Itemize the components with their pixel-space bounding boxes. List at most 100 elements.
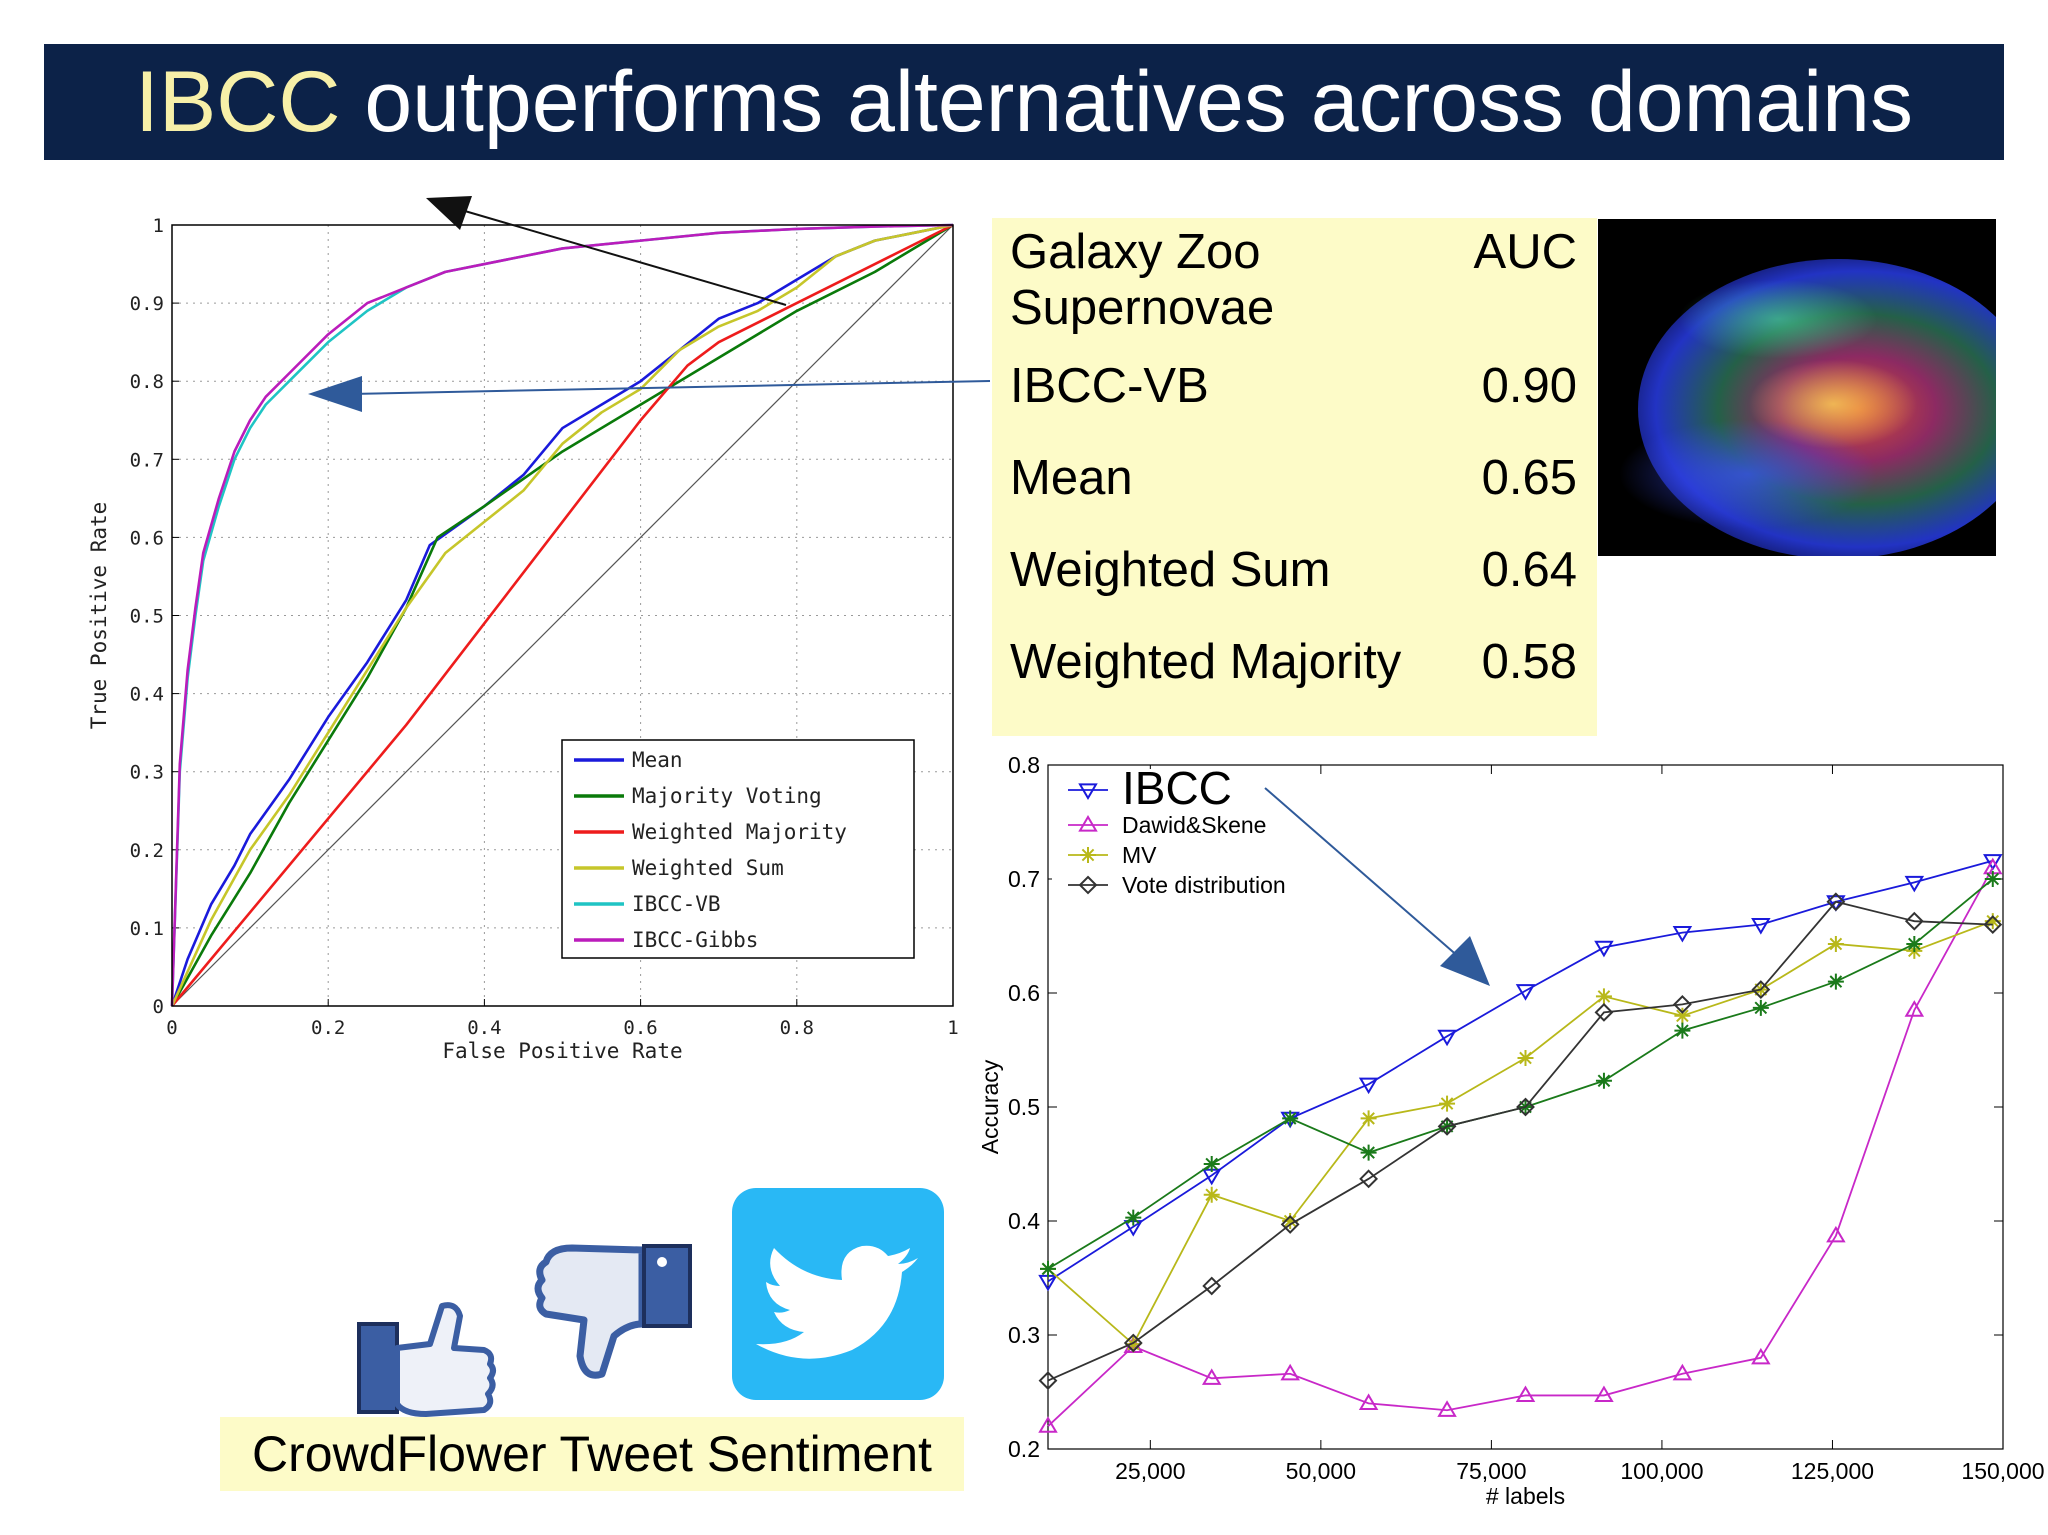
- data-point: [1594, 1002, 1614, 1022]
- data-point: [1437, 1029, 1457, 1047]
- legend-label: Weighted Majority: [632, 820, 847, 844]
- legend-label: Mean: [632, 748, 683, 772]
- y-tick-label: 0.3: [1008, 1322, 1040, 1348]
- data-point: [1595, 988, 1612, 1005]
- y-tick-label: 0.2: [1008, 1436, 1040, 1462]
- legend-label: MV: [1122, 842, 1157, 868]
- data-point: [1517, 1049, 1534, 1066]
- auc-value: 0.64: [1481, 543, 1577, 597]
- dataset-name: Galaxy Zoo Supernovae: [1010, 225, 1275, 335]
- data-point: [1751, 980, 1771, 999]
- series-line: [170, 223, 954, 1007]
- x-tick-label: 0.2: [311, 1017, 345, 1039]
- data-point: [1123, 1333, 1143, 1353]
- method-name: Weighted Majority: [1010, 635, 1402, 689]
- y-tick-label: 0.6: [130, 527, 164, 549]
- caption-box: CrowdFlower Tweet Sentiment: [220, 1417, 964, 1491]
- data-point: [1595, 1072, 1612, 1089]
- data-point: [1038, 1416, 1058, 1433]
- legend-label: Vote distribution: [1122, 872, 1286, 898]
- data-point: [1078, 783, 1098, 800]
- data-point: [1983, 854, 2003, 871]
- legend-label: Dawid&Skene: [1122, 812, 1266, 838]
- data-point: [1125, 1336, 1142, 1353]
- x-tick-label: 1: [947, 1017, 958, 1039]
- arrow-head: [1440, 936, 1490, 986]
- x-axis-label: # labels: [1486, 1483, 1565, 1509]
- series-line: [170, 223, 954, 1007]
- data-point: [1358, 1393, 1379, 1410]
- data-point: [1282, 1213, 1299, 1229]
- arrow-head: [308, 376, 362, 412]
- data-point: [1280, 1215, 1300, 1234]
- data-point: [1360, 1110, 1377, 1127]
- arrow-head: [426, 196, 472, 230]
- legend-label: IBCC-Gibbs: [632, 928, 758, 952]
- metric-header: AUC: [1473, 225, 1577, 279]
- series-line: [170, 223, 954, 1007]
- thumbs-down-icon: [534, 1244, 692, 1379]
- arrow-line: [1264, 787, 1461, 959]
- x-tick-label: 50,000: [1286, 1458, 1356, 1484]
- x-tick-label: 0.8: [780, 1017, 814, 1039]
- y-tick-label: 0.6: [1008, 980, 1040, 1006]
- x-tick-label: 150,000: [1961, 1458, 2044, 1484]
- y-tick-label: 0.2: [130, 840, 164, 862]
- title-rest: outperforms alternatives across domains: [340, 53, 1914, 150]
- series-line: [170, 223, 954, 1007]
- y-axis-label: True Positive Rate: [87, 502, 111, 730]
- data-point: [1078, 875, 1098, 895]
- y-tick-label: 0.8: [1008, 752, 1040, 778]
- y-tick-label: 0.7: [130, 449, 164, 471]
- series-line: [1047, 900, 1993, 1382]
- auc-value: 0.90: [1481, 359, 1577, 413]
- series-line: [1047, 867, 1994, 1427]
- data-point: [1984, 871, 2001, 887]
- data-point: [1125, 1209, 1142, 1226]
- y-tick-label: 0.1: [130, 918, 164, 940]
- legend-label: IBCC-VB: [632, 892, 721, 916]
- y-tick-label: 0.5: [130, 606, 164, 628]
- y-axis-label: Accuracy: [977, 1059, 1003, 1154]
- data-point: [1078, 815, 1098, 832]
- data-point: [1360, 1144, 1377, 1161]
- data-point: [1827, 973, 1844, 990]
- data-point: [1359, 1169, 1379, 1189]
- method-name: IBCC-VB: [1010, 359, 1209, 413]
- data-point: [1674, 1022, 1691, 1039]
- data-point: [1038, 1371, 1058, 1391]
- data-point: [1672, 1363, 1693, 1381]
- data-point: [1751, 1347, 1771, 1365]
- data-point: [1672, 994, 1692, 1014]
- data-point: [1080, 847, 1096, 863]
- y-tick-label: 0.4: [1008, 1208, 1040, 1234]
- title-bar: IBCC outperforms alternatives across dom…: [44, 44, 2004, 160]
- y-tick-label: 0.5: [1008, 1094, 1040, 1120]
- twitter-bird-icon: [732, 1188, 944, 1400]
- data-point: [1202, 1276, 1222, 1296]
- data-point: [1826, 1225, 1846, 1243]
- auc-value: 0.65: [1481, 451, 1577, 505]
- supernova-image: [1598, 219, 1996, 556]
- y-tick-label: 0.3: [130, 762, 164, 784]
- x-axis-label: False Positive Rate: [442, 1039, 682, 1063]
- method-name: Mean: [1010, 451, 1133, 505]
- auc-table: Galaxy Zoo Supernovae AUC IBCC-VB 0.90 Mea…: [992, 218, 1597, 736]
- data-point: [1439, 1095, 1456, 1112]
- arrow-line: [349, 380, 991, 395]
- data-point: [1516, 1097, 1535, 1117]
- data-point: [1282, 1110, 1299, 1127]
- data-point: [1672, 925, 1693, 943]
- y-tick-label: 0.9: [130, 293, 164, 315]
- legend-label: Majority Voting: [632, 784, 822, 808]
- data-point: [1906, 935, 1923, 952]
- thumbs-up-icon: [357, 1302, 496, 1417]
- plot-frame: [171, 224, 954, 1007]
- y-tick-label: 1: [153, 215, 164, 237]
- x-tick-label: 125,000: [1791, 1458, 1874, 1484]
- data-point: [1826, 892, 1846, 912]
- data-point: [1437, 1116, 1457, 1136]
- data-point: [1751, 918, 1771, 935]
- data-point: [1904, 875, 1925, 893]
